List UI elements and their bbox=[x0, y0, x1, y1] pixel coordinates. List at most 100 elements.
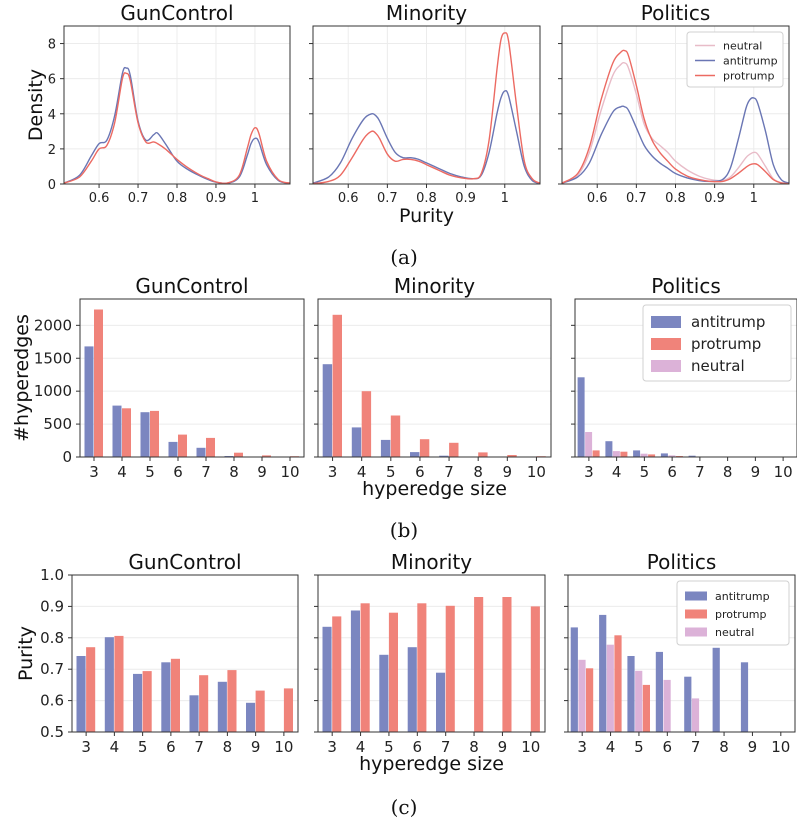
series-line-antitrump bbox=[312, 90, 541, 184]
x-tick-label: 0.7 bbox=[128, 191, 149, 206]
series-line-neutral bbox=[561, 61, 790, 185]
legend-label-protrump: protrump bbox=[691, 335, 761, 353]
x-axis-label: Purity bbox=[399, 205, 454, 227]
x-tick-label: 9 bbox=[503, 463, 513, 481]
axes-frame bbox=[71, 574, 299, 733]
panel-a-politics: Politics 0.6 0.7 0.8 0.9 1 neutral antitrump pro… bbox=[558, 1, 790, 206]
x-tick-label: 9 bbox=[251, 738, 261, 756]
bar-antitrump-5 bbox=[133, 673, 143, 732]
bar-antitrump-4 bbox=[104, 637, 114, 732]
panel-c-politics: Politics 3 4 5 6 7 8 9 10 antitrump protrump neutra… bbox=[564, 550, 796, 756]
x-tick-label: 0.8 bbox=[167, 191, 188, 206]
x-tick-label: 10 bbox=[280, 463, 299, 481]
legend-label-neutral: neutral bbox=[723, 40, 762, 53]
bar-protrump-5 bbox=[142, 671, 152, 732]
x-tick-label: 0.9 bbox=[206, 191, 227, 206]
legend-swatch-protrump bbox=[685, 609, 707, 619]
bar-antitrump-5 bbox=[633, 450, 641, 457]
x-tick-label: 6 bbox=[415, 463, 425, 481]
legend-label-antitrump: antitrump bbox=[715, 590, 770, 603]
series-line-antitrump bbox=[561, 97, 790, 184]
bar-antitrump-8 bbox=[712, 647, 720, 732]
axes-frame bbox=[79, 298, 305, 458]
x-tick-label: 7 bbox=[194, 738, 204, 756]
axes-frame bbox=[567, 574, 796, 733]
x-tick-label: 0.8 bbox=[416, 191, 437, 206]
y-tick-label: 8 bbox=[48, 38, 56, 53]
x-tick-label: 0.7 bbox=[626, 191, 647, 206]
x-tick-label: 0.7 bbox=[377, 191, 398, 206]
x-tick-label: 8 bbox=[229, 463, 239, 481]
bar-antitrump-5 bbox=[380, 439, 391, 457]
x-tick-label: 1 bbox=[251, 191, 259, 206]
bar-antitrump-6 bbox=[655, 651, 663, 732]
panel-c-minority: Minority 3 4 5 6 7 8 9 10 hyperedge size bbox=[314, 550, 546, 775]
x-tick-label: 6 bbox=[663, 738, 673, 756]
bar-protrump-3 bbox=[592, 450, 600, 457]
bar-neutral-3 bbox=[578, 659, 586, 732]
x-tick-label: 7 bbox=[695, 463, 705, 481]
x-tick-label: 7 bbox=[444, 463, 454, 481]
panel-a-guncontrol: GunControl 0.6 0.7 0.8 0.9 1 0 2 4 6 8 Density bbox=[25, 1, 291, 206]
bar-protrump-7 bbox=[199, 675, 209, 732]
bar-protrump-4 bbox=[122, 408, 131, 457]
bar-antitrump-7 bbox=[196, 447, 206, 457]
x-tick-label: 7 bbox=[691, 738, 701, 756]
axes-frame bbox=[561, 25, 790, 185]
x-tick-label: 0.6 bbox=[338, 191, 359, 206]
legend-label-protrump: protrump bbox=[715, 608, 767, 621]
x-tick-label: 1 bbox=[501, 191, 509, 206]
bar-protrump-5 bbox=[388, 612, 398, 732]
bar-antitrump-5 bbox=[627, 656, 635, 732]
bar-protrump-7 bbox=[449, 442, 459, 457]
x-tick-label: 6 bbox=[667, 463, 677, 481]
legend-swatch-neutral bbox=[651, 360, 681, 372]
bar-antitrump-3 bbox=[322, 626, 332, 732]
x-tick-label: 9 bbox=[751, 463, 761, 481]
x-tick-label: 10 bbox=[527, 463, 546, 481]
bar-antitrump-3 bbox=[76, 656, 86, 732]
legend-label-neutral: neutral bbox=[691, 357, 745, 375]
bar-antitrump-4 bbox=[351, 427, 362, 457]
axes-frame bbox=[317, 574, 546, 733]
bar-antitrump-3 bbox=[322, 364, 333, 457]
x-tick-label: 8 bbox=[719, 738, 729, 756]
x-tick-label: 0.9 bbox=[455, 191, 476, 206]
legend-label-protrump: protrump bbox=[723, 70, 775, 83]
bar-protrump-8 bbox=[227, 670, 237, 732]
bar-antitrump-3 bbox=[84, 346, 94, 457]
series-line-antitrump bbox=[63, 66, 291, 185]
x-tick-label: 0.6 bbox=[587, 191, 608, 206]
legend-label-neutral: neutral bbox=[715, 626, 754, 639]
panel-title: Politics bbox=[647, 550, 717, 574]
bar-antitrump-6 bbox=[660, 453, 668, 457]
y-axis-label: Density bbox=[25, 69, 47, 141]
bar-protrump-5 bbox=[150, 410, 159, 457]
x-tick-label: 10 bbox=[274, 738, 293, 756]
y-tick-label: 2 bbox=[48, 143, 56, 158]
bar-protrump-7 bbox=[206, 437, 215, 457]
x-tick-label: 5 bbox=[640, 463, 650, 481]
bar-protrump-9 bbox=[262, 455, 271, 457]
caption-b: (b) bbox=[390, 518, 418, 542]
bar-antitrump-7 bbox=[436, 672, 446, 732]
x-tick-label: 3 bbox=[81, 738, 91, 756]
bar-protrump-9 bbox=[507, 455, 517, 457]
axes-frame bbox=[574, 298, 797, 458]
x-tick-label: 5 bbox=[145, 463, 155, 481]
x-tick-label: 4 bbox=[356, 738, 366, 756]
bar-antitrump-6 bbox=[161, 662, 171, 732]
bar-protrump-6 bbox=[417, 603, 427, 732]
legend: antitrump protrump neutral bbox=[676, 580, 790, 646]
x-axis-label: hyperedge size bbox=[359, 753, 504, 775]
bar-antitrump-4 bbox=[605, 441, 613, 457]
bar-antitrump-9 bbox=[246, 702, 256, 732]
panel-title: Minority bbox=[386, 1, 467, 25]
legend-swatch-neutral bbox=[685, 627, 707, 637]
x-tick-label: 9 bbox=[748, 738, 758, 756]
legend-label-antitrump: antitrump bbox=[723, 55, 778, 68]
x-tick-label: 9 bbox=[498, 738, 508, 756]
panel-title: Politics bbox=[651, 274, 721, 298]
